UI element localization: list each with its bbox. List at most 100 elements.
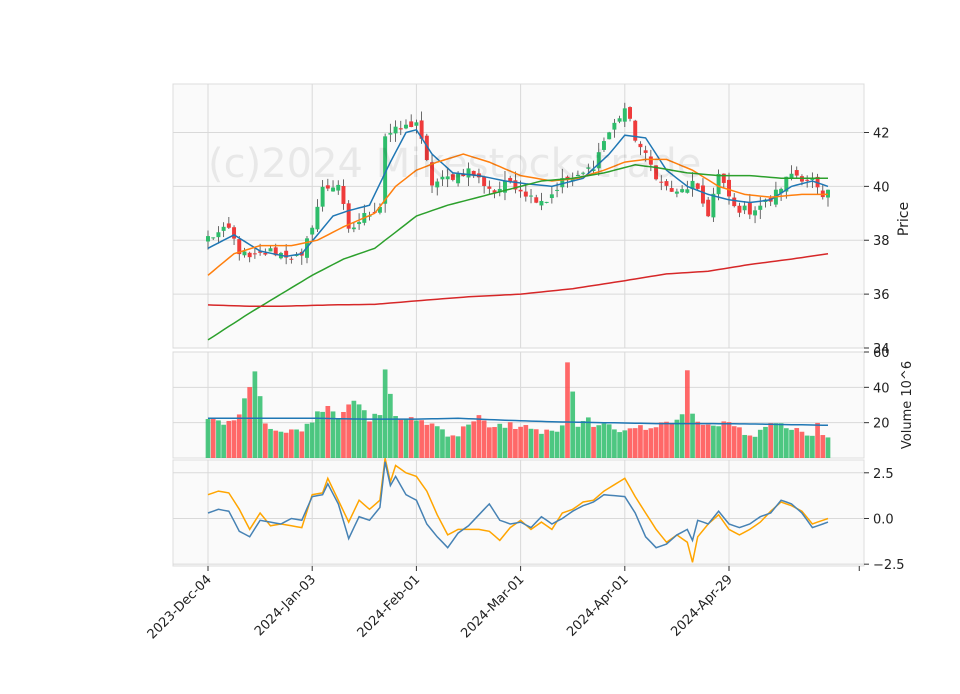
candle-body [430, 162, 435, 186]
moving-average-line-4 [207, 252, 829, 307]
volume-bar [221, 424, 226, 458]
candle [471, 170, 476, 179]
oscillator-ytick-label: −2.5 [873, 558, 905, 573]
candle [320, 180, 325, 212]
candle-body [419, 120, 424, 139]
volume-bar [570, 391, 576, 458]
volume-bar [320, 411, 325, 458]
candle-body [487, 186, 492, 189]
candle [424, 133, 429, 162]
candle-body [706, 199, 711, 217]
candle [628, 106, 632, 122]
candle [357, 213, 362, 230]
volume-bar [575, 426, 581, 458]
candle-body [242, 251, 247, 256]
candle [664, 179, 669, 191]
candle [617, 115, 622, 124]
candle [377, 203, 382, 215]
volume-bar [648, 428, 654, 458]
volume-bar [393, 416, 398, 458]
candle-body [518, 189, 523, 192]
candle-body [664, 181, 669, 186]
volume-bar [497, 423, 503, 458]
candle-body [523, 191, 528, 197]
candle-body [784, 176, 789, 192]
volume-ytick-label: 20 [873, 417, 890, 432]
candle [247, 251, 252, 263]
volume-bar [262, 423, 268, 458]
candle [711, 187, 716, 222]
candle [430, 153, 435, 194]
volume-bar [747, 435, 753, 458]
candle-body [336, 184, 341, 191]
candle-body [424, 135, 429, 161]
volume-bar [408, 417, 414, 458]
candle-body [758, 205, 763, 210]
candle-body [805, 179, 810, 181]
xtick-label: 2024-Apr-01 [564, 572, 631, 639]
volume-bar [351, 400, 357, 458]
candle-body [711, 193, 716, 218]
volume-bar [434, 426, 440, 458]
candle-body [544, 201, 549, 203]
volume-bar [507, 422, 513, 458]
candle-body [357, 222, 362, 225]
volume-average-line [208, 417, 829, 427]
volume-bar [226, 420, 232, 458]
candle [575, 170, 580, 177]
candle [638, 141, 643, 156]
candle [659, 175, 664, 191]
volume-bar [481, 420, 487, 458]
volume-bar [726, 422, 732, 458]
candle-body [555, 189, 560, 191]
volume-bar [544, 429, 549, 458]
candle [252, 246, 257, 259]
volume-bar [638, 425, 643, 458]
volume-bar [205, 419, 211, 458]
candle [226, 217, 231, 230]
volume-bar [236, 414, 242, 458]
volume-bar [419, 420, 424, 458]
oscillator-ytick-label: 2.5 [873, 467, 894, 482]
price-background [172, 83, 865, 349]
volume-bar [377, 415, 383, 458]
volume-bar [559, 425, 565, 458]
candle-body [654, 165, 659, 180]
candle-body [633, 120, 638, 141]
candle [622, 102, 627, 128]
candle [487, 180, 492, 195]
volume-bar [684, 370, 690, 458]
candle [216, 226, 221, 244]
candle-body [284, 250, 289, 258]
candle [596, 142, 601, 176]
candle [534, 194, 539, 204]
candle-body [575, 175, 580, 177]
volume-bar [242, 398, 247, 458]
candle-body [331, 187, 336, 192]
volume-bar [773, 423, 779, 458]
candle [440, 170, 445, 186]
candle-body [461, 173, 466, 177]
volume-bar [455, 436, 461, 458]
volume-bar [622, 430, 628, 458]
price-ytick-label: 40 [873, 180, 890, 195]
volume-bar [789, 429, 794, 458]
candle [450, 172, 455, 182]
candle [539, 192, 544, 211]
candle-body [581, 172, 586, 174]
candle [826, 189, 830, 207]
candle [805, 175, 810, 188]
candle-body [398, 128, 403, 130]
volume-bar [794, 428, 800, 458]
volume-bar [820, 435, 826, 458]
volume-bar [585, 417, 591, 458]
candle-body [753, 210, 758, 216]
volume-bar [466, 424, 471, 458]
volume-bar [632, 428, 638, 458]
volume-bar [346, 404, 352, 458]
candle-body [716, 173, 721, 195]
candle-body [456, 173, 461, 184]
candle-body [289, 258, 294, 260]
candle [560, 168, 565, 194]
x-axis: 2023-Dec-04 2024-Jan-03 2024-Feb-01 2024-Ma… [145, 566, 860, 642]
